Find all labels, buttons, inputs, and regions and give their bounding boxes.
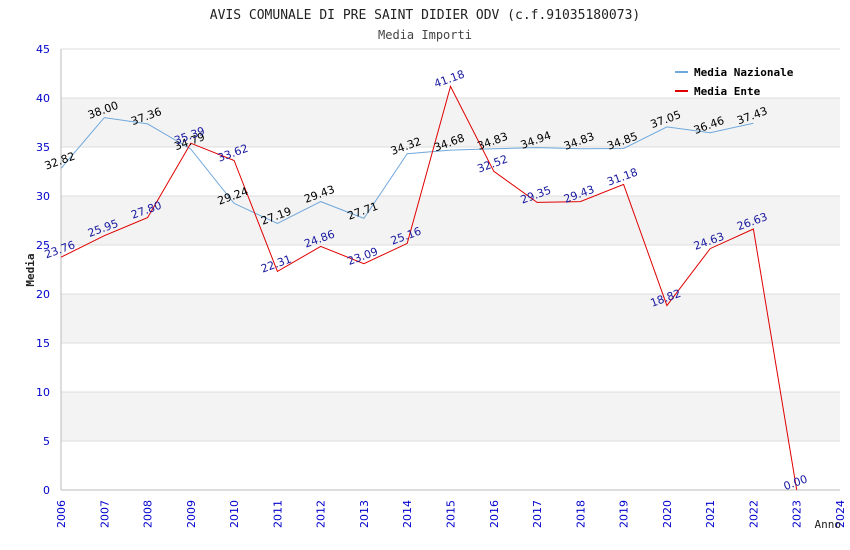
x-tick-label: 2006 [55, 500, 68, 528]
x-axis-ticks: 2006 2007 2008 2009 2010 2011 2012 2013 2014 2015… [55, 500, 847, 528]
x-tick-label: 2023 [791, 500, 804, 528]
series-line-media-nazionale [60, 117, 754, 225]
x-tick-label: 2018 [574, 500, 587, 528]
y-axis-label: Media [24, 253, 37, 286]
legend-label: Media Nazionale [694, 66, 794, 79]
y-axis-ticks: 0 5 10 15 20 25 30 35 40 45 [36, 43, 50, 497]
chart-subtitle: Media Importi [378, 28, 472, 42]
x-tick-label: 2019 [618, 500, 631, 528]
legend: Media Nazionale Media Ente [675, 66, 794, 98]
x-tick-label: 2017 [531, 500, 544, 528]
background-band [61, 392, 840, 441]
axes [60, 49, 840, 491]
x-tick-label: 2020 [661, 500, 674, 528]
x-axis-label: Anno [815, 518, 842, 531]
y-tick-label: 20 [36, 288, 50, 301]
x-tick-label: 2009 [185, 500, 198, 528]
x-tick-label: 2022 [747, 500, 760, 528]
x-tick-label: 2010 [228, 500, 241, 528]
x-tick-label: 2014 [401, 500, 414, 528]
x-tick-label: 2007 [98, 500, 111, 528]
y-tick-label: 45 [36, 43, 50, 56]
background-band [61, 98, 840, 147]
y-tick-label: 30 [36, 190, 50, 203]
data-label: 23.09 [346, 245, 380, 268]
data-label: 32.52 [476, 153, 510, 176]
x-tick-label: 2016 [488, 500, 501, 528]
chart-title: AVIS COMUNALE DI PRE SAINT DIDIER ODV (c… [210, 8, 640, 23]
x-tick-label: 2011 [271, 500, 284, 528]
x-tick-label: 2024 [834, 500, 847, 528]
y-tick-label: 0 [43, 484, 50, 497]
y-tick-label: 10 [36, 386, 50, 399]
y-tick-label: 15 [36, 337, 50, 350]
background-bands [61, 98, 840, 441]
background-band [61, 294, 840, 343]
data-label: 22.31 [259, 253, 293, 276]
legend-label: Media Ente [694, 85, 761, 98]
x-tick-label: 2008 [142, 500, 155, 528]
x-tick-label: 2012 [315, 500, 328, 528]
y-tick-label: 35 [36, 141, 50, 154]
data-label: 41.18 [432, 68, 466, 91]
y-tick-label: 40 [36, 92, 50, 105]
background-band [61, 196, 840, 245]
y-tick-label: 5 [43, 435, 50, 448]
x-tick-label: 2013 [358, 500, 371, 528]
x-tick-label: 2015 [445, 500, 458, 528]
y-tick-label: 25 [36, 239, 50, 252]
series-line-media-ente [60, 85, 798, 491]
series-lines [60, 85, 798, 491]
x-tick-label: 2021 [704, 500, 717, 528]
